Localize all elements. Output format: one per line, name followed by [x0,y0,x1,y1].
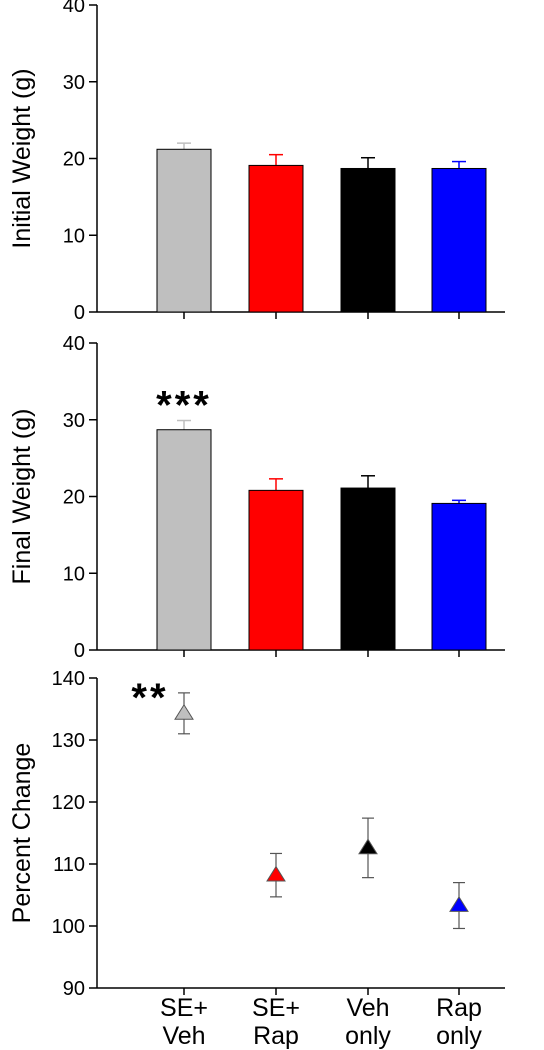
bar-veh-only [340,487,396,651]
bar-veh-only [340,167,396,313]
x-category-label-se-veh: SE+ [160,994,208,1022]
x-category-label-se-rap: Rap [253,1022,299,1050]
significance-annotation: *** [156,384,212,428]
y-tick-label: 100 [52,916,85,938]
bar-rap-only [431,167,487,313]
y-tick-label: 20 [63,149,85,171]
y-tick-label: 120 [52,792,85,814]
y-tick-label: 90 [63,978,85,1000]
bar-se-veh [156,148,212,313]
y-tick-label: 40 [63,333,85,355]
y-tick-label: 0 [74,640,85,662]
bar-se-rap [248,164,304,313]
final-weight-panel: 0 10 20 30 40 Final Weight (g) *** [8,333,505,662]
y-axis-label: Final Weight (g) [8,409,36,585]
y-tick-label: 10 [63,225,85,247]
y-tick-label: 30 [63,410,85,432]
significance-annotation: ** [131,676,168,720]
x-category-label-veh-only: only [345,1022,391,1050]
y-tick-label: 20 [63,487,85,509]
x-category-label-rap-only: only [436,1022,482,1050]
x-category-label-se-rap: SE+ [252,994,300,1022]
y-tick-label: 30 [63,72,85,94]
y-tick-label: 40 [63,0,85,17]
initial-weight-panel: 0 10 20 30 40 Initial Weight (g) [8,0,505,324]
y-tick-label: 0 [74,302,85,324]
bar-rap-only [431,502,487,651]
x-category-label-se-veh: Veh [162,1022,205,1050]
y-tick-label: 140 [52,668,85,690]
bar-se-veh [156,429,212,651]
y-axis-label: Percent Change [8,743,36,924]
x-category-label-veh-only: Veh [346,994,389,1022]
point-rap-only [449,896,469,912]
point-se-rap [266,865,286,882]
point-se-veh [174,703,194,720]
bar-se-rap [248,489,304,651]
x-category-label-rap-only: Rap [436,994,482,1022]
y-axis-label: Initial Weight (g) [8,68,36,248]
percent-change-panel: 90 100 110 120 130 140 Percent Change ** [8,668,505,1000]
y-tick-label: 110 [53,854,85,876]
y-tick-label: 10 [63,563,85,585]
point-veh-only [358,838,378,855]
y-tick-label: 130 [52,730,85,752]
